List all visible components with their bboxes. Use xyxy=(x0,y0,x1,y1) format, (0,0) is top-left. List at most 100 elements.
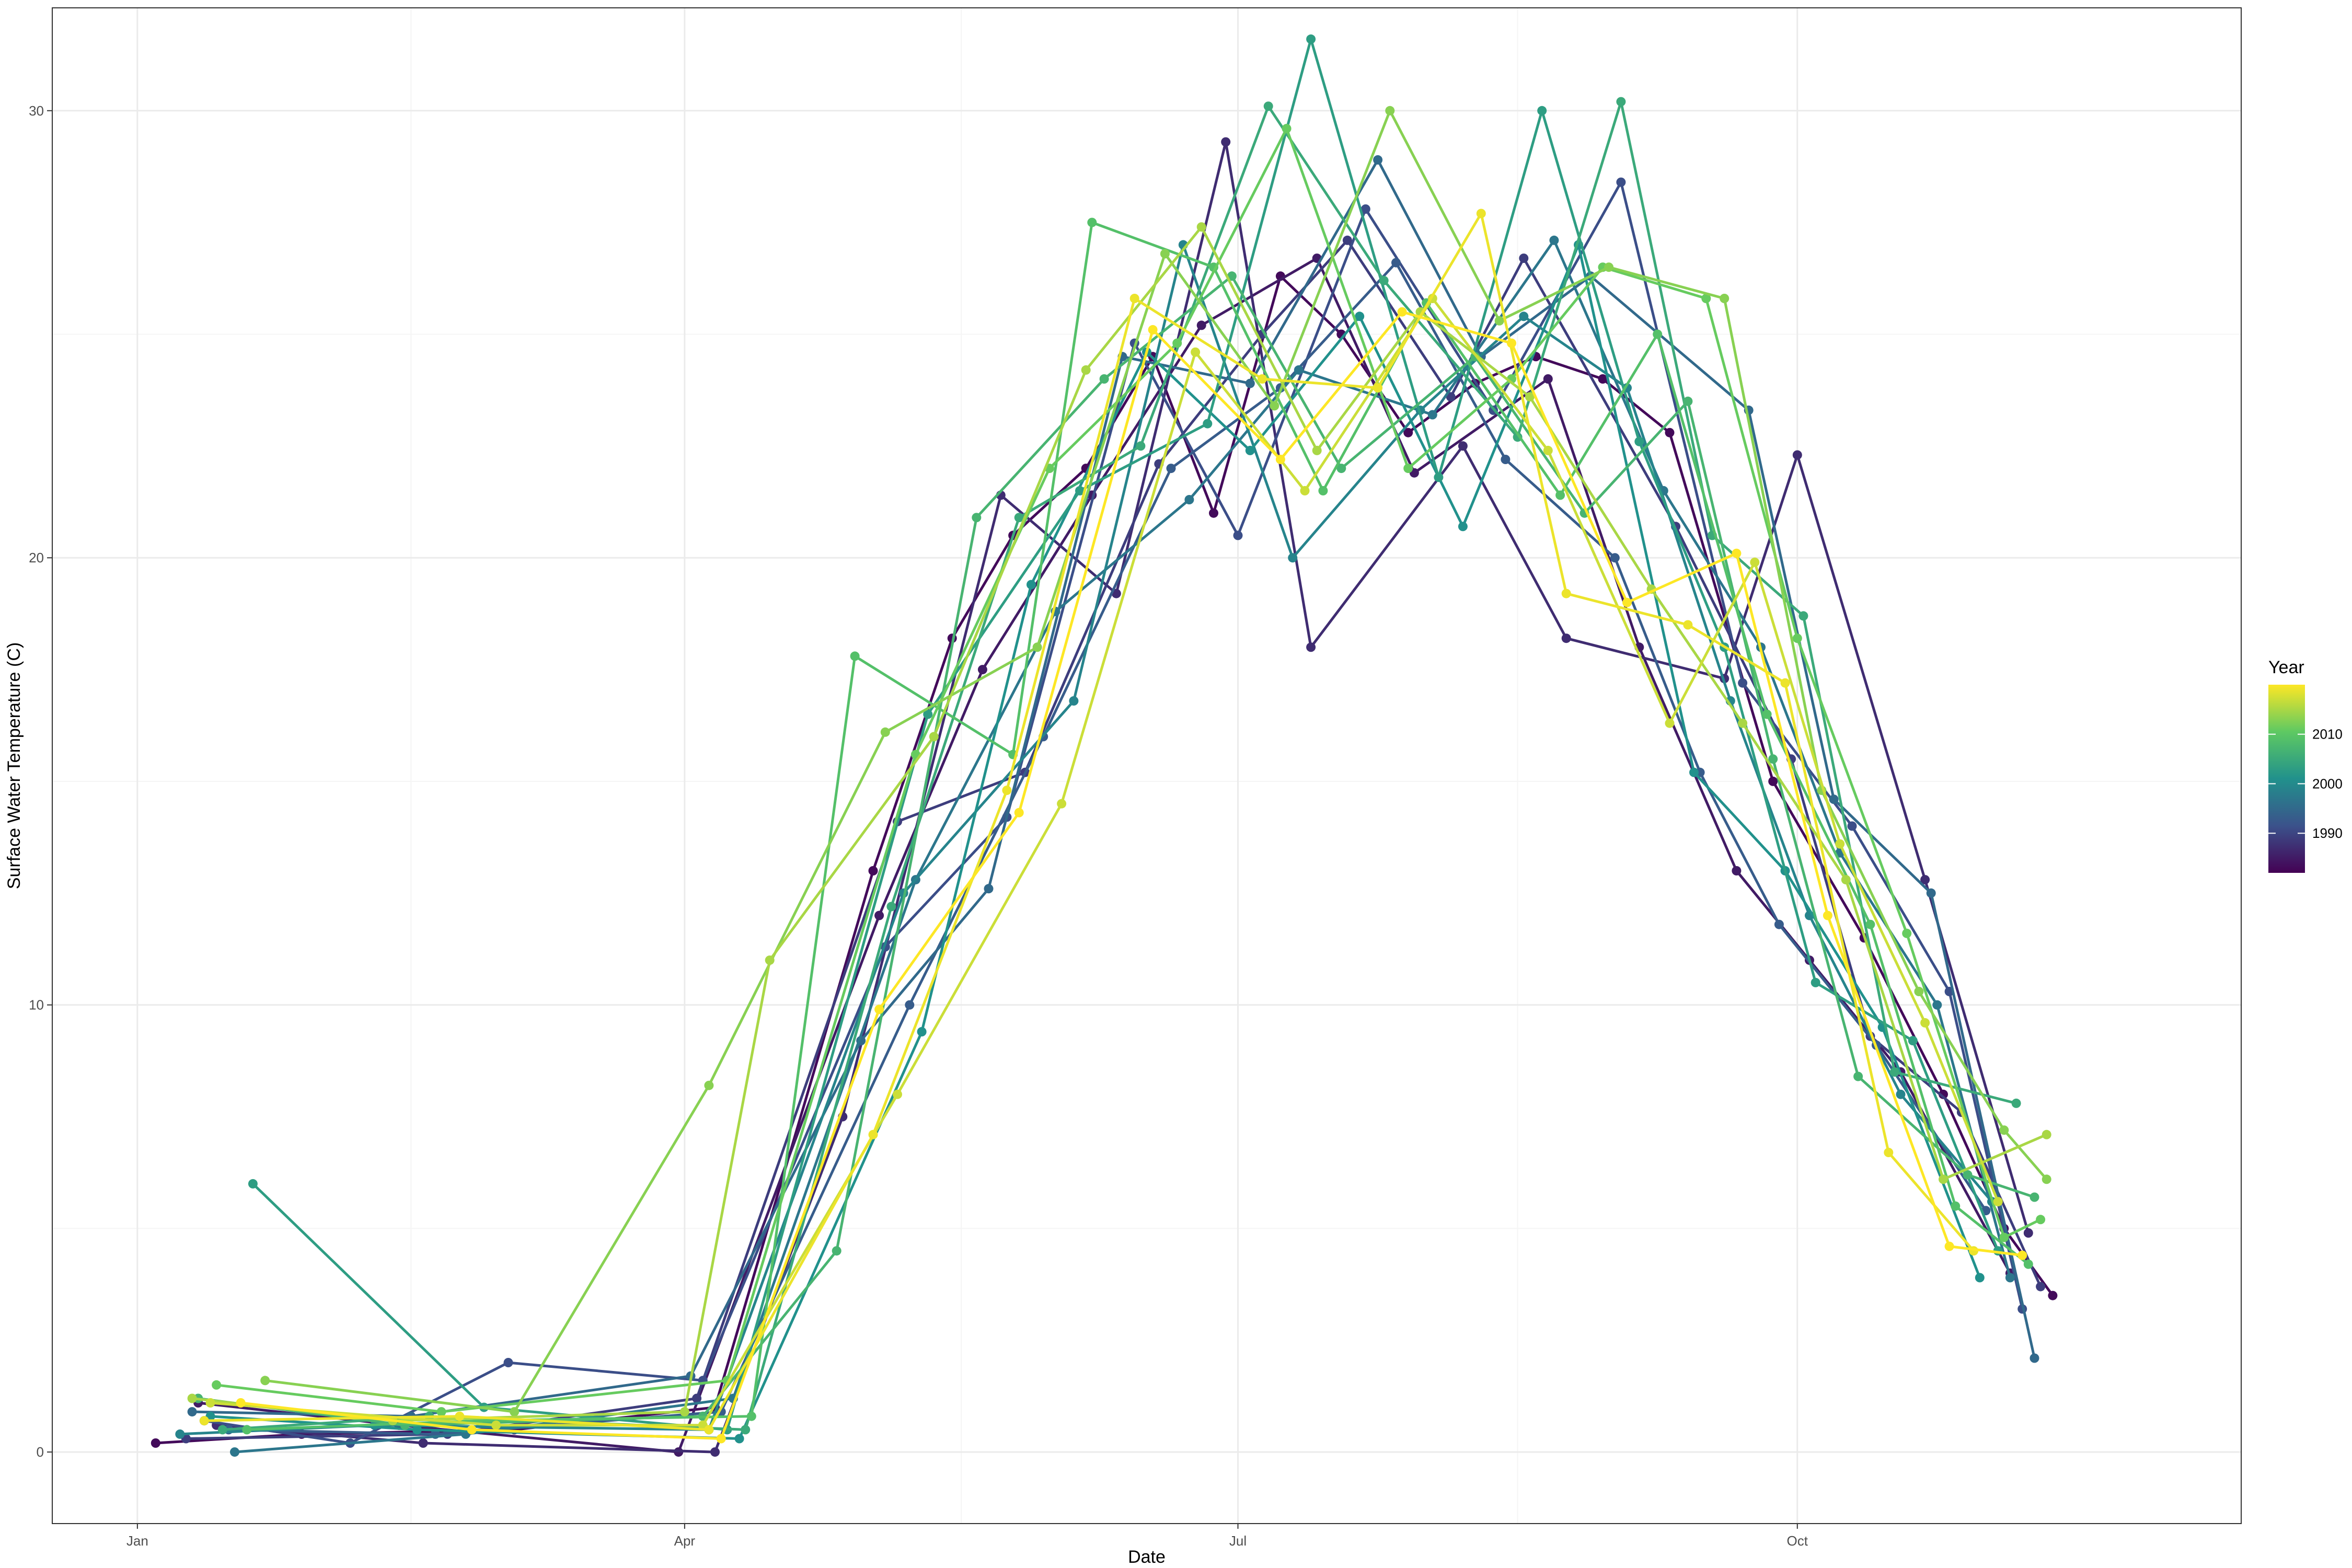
data-point xyxy=(1555,490,1565,500)
data-point xyxy=(1342,235,1352,245)
data-point xyxy=(1653,329,1663,339)
y-axis-title: Surface Water Temperature (C) xyxy=(4,642,24,889)
data-point xyxy=(1561,633,1571,643)
x-axis-title: Date xyxy=(1128,1547,1166,1567)
data-point xyxy=(1622,597,1632,607)
data-point xyxy=(1598,374,1608,384)
data-point xyxy=(1160,249,1170,259)
data-point xyxy=(1926,888,1936,898)
data-point xyxy=(1075,486,1085,495)
series-line xyxy=(191,158,2036,1418)
data-point xyxy=(1379,275,1389,285)
data-point xyxy=(467,1425,477,1435)
data-point xyxy=(746,1411,756,1421)
data-point xyxy=(1203,419,1213,429)
data-point xyxy=(1507,338,1516,348)
series-2019 xyxy=(199,209,1979,1435)
data-point xyxy=(1896,1089,1906,1099)
data-point xyxy=(491,1420,501,1430)
data-point xyxy=(1944,1241,1954,1251)
legend-label: 1990 xyxy=(2312,825,2343,841)
series-2003 xyxy=(248,34,2003,1435)
data-point xyxy=(1270,401,1279,411)
data-point xyxy=(1403,428,1413,437)
data-point xyxy=(1501,455,1511,464)
data-point xyxy=(510,1407,520,1417)
y-tick-label: 0 xyxy=(37,1444,44,1460)
data-point xyxy=(230,1447,239,1457)
data-point xyxy=(1835,839,1845,849)
data-point xyxy=(187,1393,197,1403)
data-point xyxy=(1665,718,1675,728)
data-point xyxy=(199,1416,209,1426)
series-2015 xyxy=(187,222,2051,1426)
data-point xyxy=(1403,464,1413,474)
data-point xyxy=(1306,642,1316,652)
data-point xyxy=(151,1438,160,1448)
data-point xyxy=(1245,378,1255,388)
data-point xyxy=(1701,294,1711,303)
data-point xyxy=(1774,919,1784,929)
data-point xyxy=(716,1434,726,1444)
series-line xyxy=(209,297,2000,1427)
data-point xyxy=(1610,553,1620,563)
data-point xyxy=(905,1000,915,1010)
data-point xyxy=(977,665,987,675)
data-point xyxy=(886,902,896,912)
data-point xyxy=(1519,253,1529,263)
data-point xyxy=(1136,441,1146,451)
data-point xyxy=(205,1398,215,1408)
series-1997 xyxy=(230,235,2015,1457)
data-point xyxy=(734,1434,744,1444)
data-point xyxy=(2011,1098,2021,1108)
data-point xyxy=(2036,1215,2046,1225)
legend-title: Year xyxy=(2268,658,2304,677)
data-point xyxy=(1263,101,1273,111)
data-point xyxy=(1458,441,1468,451)
data-point xyxy=(2017,1250,2027,1260)
data-point xyxy=(1738,718,1748,728)
data-point xyxy=(455,1411,465,1421)
data-point xyxy=(1841,875,1851,885)
data-point xyxy=(1148,325,1158,335)
data-point xyxy=(1099,374,1109,384)
data-point xyxy=(1665,428,1675,437)
series-line xyxy=(203,212,1975,1431)
data-point xyxy=(1294,365,1304,375)
data-point xyxy=(436,1407,446,1417)
data-point xyxy=(1798,611,1808,621)
data-point xyxy=(923,709,933,719)
data-point xyxy=(1616,97,1626,107)
data-point xyxy=(1446,392,1456,402)
data-point xyxy=(1129,294,1139,303)
data-point xyxy=(929,732,939,742)
data-point xyxy=(1792,450,1802,460)
data-point xyxy=(217,1425,227,1435)
x-tick-label: Oct xyxy=(1787,1533,1808,1549)
data-point xyxy=(679,1407,689,1417)
data-point xyxy=(1494,316,1504,326)
data-point xyxy=(2042,1174,2051,1184)
data-point xyxy=(212,1380,222,1390)
data-point xyxy=(1300,486,1310,495)
data-point xyxy=(1336,464,1346,474)
data-point xyxy=(1014,808,1024,817)
data-point xyxy=(1920,875,1930,885)
data-point xyxy=(1939,1174,1948,1184)
series-line xyxy=(233,239,2012,1454)
data-point xyxy=(1823,910,1832,920)
data-point xyxy=(1069,696,1079,706)
legend: Year 2010 2000 1990 xyxy=(2268,658,2343,873)
data-point xyxy=(1543,445,1553,455)
data-point xyxy=(1434,472,1444,482)
series-line xyxy=(251,38,2000,1431)
data-point xyxy=(1373,155,1383,165)
data-point xyxy=(1032,642,1042,652)
series-line xyxy=(178,243,1993,1436)
data-point xyxy=(175,1429,185,1439)
data-point xyxy=(1689,767,1699,777)
data-point xyxy=(1720,294,1730,303)
data-point xyxy=(1184,495,1194,504)
data-point xyxy=(1245,445,1255,455)
y-tick-label: 10 xyxy=(29,997,44,1013)
